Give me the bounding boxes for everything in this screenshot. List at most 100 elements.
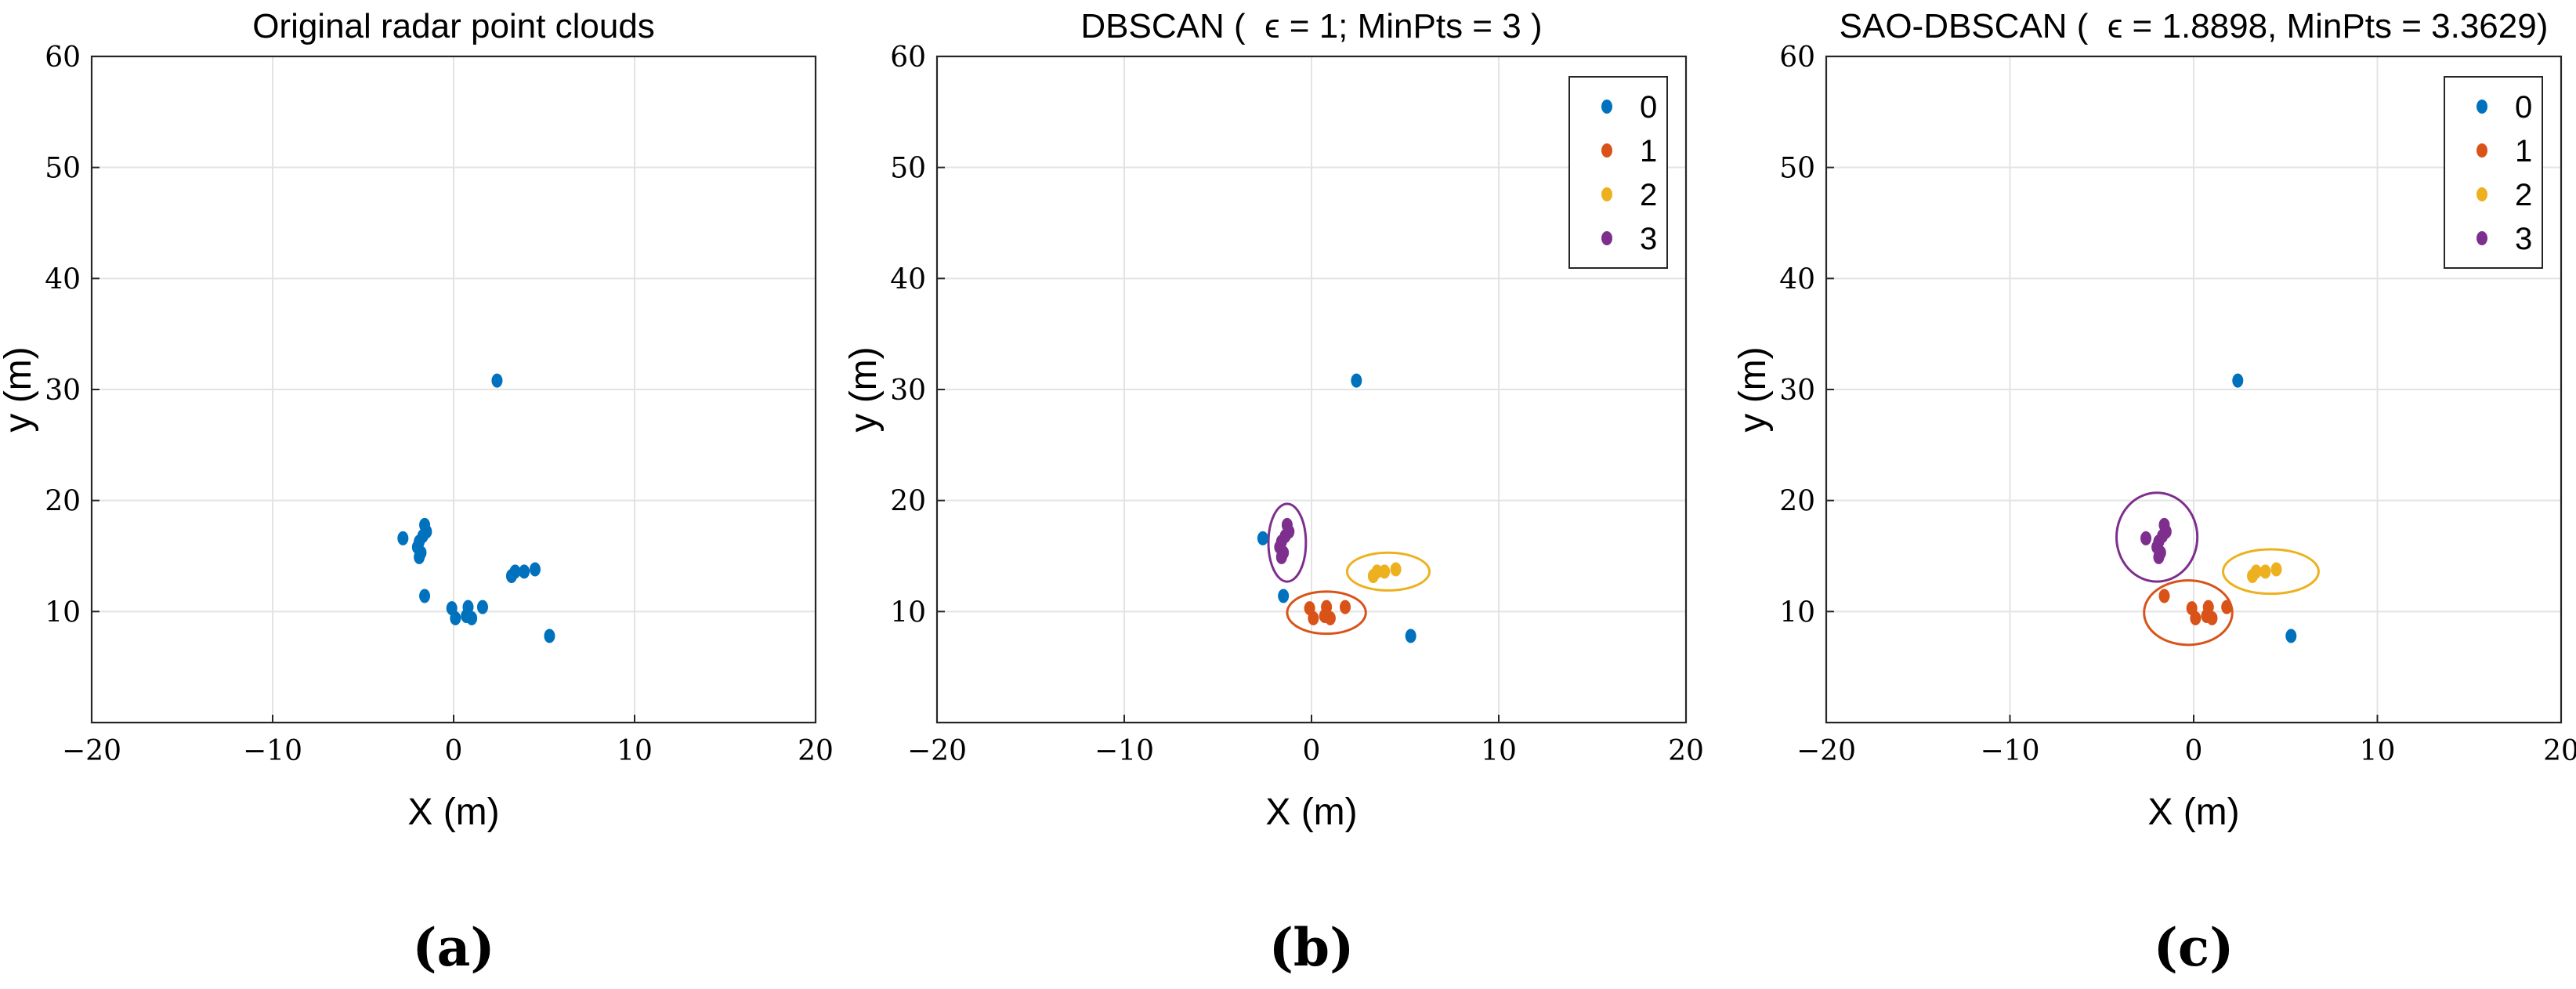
y-tick-label: 60 [1779,42,1815,74]
chart-title: SAO-DBSCAN ( ϵ = 1.8898, MinPts = 3.3629… [1840,7,2549,45]
gridlines [92,56,816,723]
data-point [1379,564,1391,579]
data-point [414,549,425,564]
cluster-ellipse-cluster-2 [2222,548,2320,596]
legend-entry-label: 0 [1640,90,1657,125]
data-point [2270,562,2282,577]
x-tick-label: 0 [1303,735,1321,767]
y-tick-label: 20 [45,486,81,518]
x-tick-label: 10 [2360,735,2396,767]
legend-entry-label: 3 [1640,222,1657,256]
data-point [1405,629,1416,643]
y-tick-label: 10 [45,596,81,629]
y-tick-label: 40 [890,263,926,295]
legend: 0 1 2 3 [2444,76,2543,269]
y-tick-label: 40 [1779,263,1815,295]
y-tick-label: 60 [890,42,926,74]
data-point [476,600,488,614]
data-point [2190,610,2202,625]
legend-marker [2477,143,2487,158]
y-tick-label: 50 [45,153,81,185]
chart-panel-a: −20 −10 0 10 20 10 20 30 40 50 60 Original radar po… [0,7,834,978]
y-axis-label: y (m) [843,346,885,432]
legend-marker [2477,100,2487,114]
data-point [1257,531,1268,545]
legend-marker [2477,187,2487,201]
data-point [2206,610,2218,625]
panel-label: (b) [1269,917,1355,978]
data-point [2259,564,2271,579]
data-point [2158,589,2170,603]
y-tick-label: 30 [1779,375,1815,407]
legend-marker [1601,100,1612,114]
data-point [2250,564,2262,579]
x-tick-label: −10 [1094,735,1154,767]
series-all-points [397,373,555,643]
y-tick-label: 10 [1779,596,1815,629]
data-point [450,610,461,625]
x-tick-label: −20 [62,735,121,767]
y-tick-label: 50 [890,153,926,185]
data-point [1308,610,1319,625]
x-tick-label: 10 [1481,735,1517,767]
data-point [509,564,521,579]
x-tick-label: 0 [445,735,463,767]
y-tick-label: 60 [45,42,81,74]
y-tick-label: 20 [1779,486,1815,518]
series-2 [1367,562,1402,583]
legend: 0 1 2 3 [1568,76,1668,269]
x-tick-label: 10 [617,735,653,767]
legend-entry-label: 1 [1640,134,1657,168]
legend-marker [1601,231,1612,245]
panel-label: (a) [412,917,494,978]
x-axis-label: X (m) [1265,792,1357,833]
y-tick-label: 40 [45,263,81,295]
data-point [466,610,478,625]
series-1 [2158,589,2233,625]
legend-marker [2477,231,2487,245]
data-point [1278,589,1290,603]
y-tick-label: 10 [890,596,926,629]
chart-title: DBSCAN ( ϵ = 1; MinPts = 3 ) [1080,7,1542,45]
y-axis-label: y (m) [1732,346,1774,432]
chart-title: Original radar point clouds [252,7,655,45]
x-tick-label: −10 [243,735,302,767]
legend-entry-label: 1 [2515,134,2532,168]
legend-marker [1601,187,1612,201]
cluster-ellipse-cluster-1 [1286,590,1367,636]
y-tick-label: 30 [45,375,81,407]
x-axis-label: X (m) [2147,792,2239,833]
legend-marker [1601,143,1612,158]
legend-entry-label: 2 [2515,178,2532,212]
cluster-ellipse-cluster-2 [1345,551,1431,592]
y-tick-label: 30 [890,375,926,407]
x-tick-label: −10 [1981,735,2040,767]
data-point [397,531,409,545]
data-point [419,589,431,603]
data-point [1324,610,1336,625]
legend-entry-label: 2 [1640,178,1657,212]
data-point [519,564,530,579]
data-point [491,373,503,388]
data-point [2221,600,2233,614]
y-tick-label: 50 [1779,153,1815,185]
series-3 [2140,517,2172,564]
x-tick-label: 20 [2543,735,2576,767]
y-tick-label: 20 [890,486,926,518]
data-point [544,629,555,643]
data-point [1275,549,1287,564]
data-point [2153,549,2165,564]
data-point [1351,373,1362,388]
series-0 [2232,373,2297,643]
x-tick-label: −20 [907,735,967,767]
panel-label: (c) [2154,917,2234,978]
legend-box [2444,76,2543,269]
x-tick-label: 20 [798,735,834,767]
x-tick-label: 0 [2185,735,2203,767]
data-point [1390,562,1402,577]
legend-entry-label: 0 [2515,90,2532,125]
data-point [2232,373,2244,388]
series-2 [2247,562,2282,583]
